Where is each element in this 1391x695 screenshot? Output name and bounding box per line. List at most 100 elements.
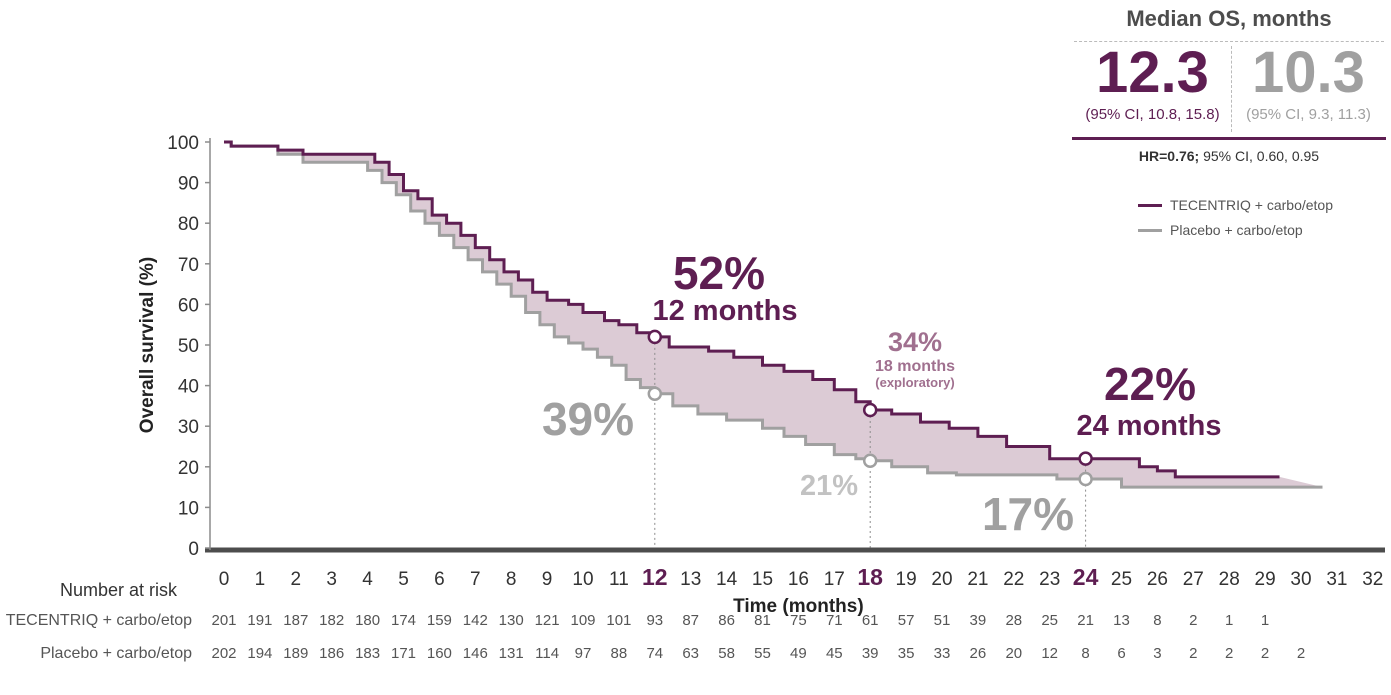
x-tick-label-22: 22 xyxy=(1003,569,1024,590)
x-axis-title: Time (months) xyxy=(733,596,864,617)
y-tick-label-90: 90 xyxy=(178,174,199,195)
risk-table-cell: 194 xyxy=(247,645,273,662)
hazard-ratio-value: HR=0.76; xyxy=(1138,148,1200,164)
risk-table-cell: 189 xyxy=(283,645,309,662)
risk-table-cell: 57 xyxy=(897,612,915,629)
x-tick-label-8: 8 xyxy=(506,569,517,590)
x-tick-label-0: 0 xyxy=(219,569,230,590)
risk-table-cell: 6 xyxy=(1117,645,1126,662)
x-tick-label-14: 14 xyxy=(716,569,738,590)
x-tick-label-2: 2 xyxy=(291,569,302,590)
y-tick-label-100: 100 xyxy=(167,133,199,154)
risk-table-cell: 121 xyxy=(534,612,560,629)
median-tecentriq-value: 12.3 xyxy=(1096,40,1209,105)
risk-table-cell: 186 xyxy=(319,645,345,662)
x-tick-label-25: 25 xyxy=(1111,569,1132,590)
risk-table-cell: 180 xyxy=(355,612,381,629)
x-tick-label-3: 3 xyxy=(326,569,337,590)
legend-item-tecentriq: TECENTRIQ + carbo/etop xyxy=(1138,197,1333,213)
risk-table-cell: 71 xyxy=(825,612,843,629)
x-tick-label-18: 18 xyxy=(857,564,883,590)
y-tick-label-40: 40 xyxy=(178,377,199,398)
risk-table-cell: 39 xyxy=(969,612,987,629)
y-tick-label-0: 0 xyxy=(188,539,199,560)
annotation-placebo-12-percent: 39% xyxy=(542,393,634,445)
y-tick-label-70: 70 xyxy=(178,255,199,276)
legend-label-placebo: Placebo + carbo/etop xyxy=(1170,222,1303,238)
placebo-marker-24 xyxy=(1078,471,1093,487)
risk-table-cell: 201 xyxy=(211,612,237,629)
risk-table-cell: 63 xyxy=(682,645,700,662)
risk-table-cell: 13 xyxy=(1113,612,1130,629)
risk-table-cell: 86 xyxy=(718,612,735,629)
x-tick-label-13: 13 xyxy=(680,569,701,590)
risk-table-cell: 171 xyxy=(390,645,417,662)
annotation-tecentriq-24-label: 24 months xyxy=(1076,410,1221,442)
risk-table-cell: 2 xyxy=(1189,645,1198,662)
x-tick-label-15: 15 xyxy=(752,569,773,590)
risk-table-cell: 8 xyxy=(1153,612,1162,629)
x-tick-label-6: 6 xyxy=(434,569,445,590)
x-tick-label-11: 11 xyxy=(609,569,629,590)
risk-table-cell: 81 xyxy=(754,612,771,629)
legend-swatch-tecentriq xyxy=(1138,203,1162,207)
risk-table-cell: 87 xyxy=(682,612,700,629)
risk-table-cell: 101 xyxy=(606,612,632,629)
x-tick-label-27: 27 xyxy=(1183,569,1204,590)
x-tick-label-23: 23 xyxy=(1039,569,1060,590)
tecentriq-marker-12 xyxy=(647,329,663,345)
risk-table-cell: 33 xyxy=(933,645,951,662)
risk-table-cell: 2 xyxy=(1296,645,1306,662)
risk-table-cell: 131 xyxy=(498,645,524,662)
median-bottom-divider xyxy=(1072,137,1386,140)
risk-table-cell: 49 xyxy=(790,645,807,662)
y-tick-label-20: 20 xyxy=(178,458,199,479)
risk-table-cell: 25 xyxy=(1041,612,1059,629)
median-top-divider xyxy=(1074,41,1384,42)
risk-table-cell: 130 xyxy=(498,612,524,629)
median-placebo-value: 10.3 xyxy=(1252,40,1365,105)
median-placebo-ci: (95% CI, 9.3, 11.3) xyxy=(1246,106,1371,123)
risk-table-cell: 1 xyxy=(1260,612,1270,629)
risk-table-cell: 8 xyxy=(1081,645,1090,662)
x-tick-label-16: 16 xyxy=(788,569,809,590)
tecentriq-marker-18 xyxy=(862,402,878,418)
legend-item-placebo: Placebo + carbo/etop xyxy=(1138,222,1303,238)
x-tick-label-26: 26 xyxy=(1147,569,1168,590)
risk-table-cell: 75 xyxy=(790,612,807,629)
risk-table-cell: 61 xyxy=(861,612,879,629)
risk-table-cell: 183 xyxy=(355,645,381,662)
annotation-placebo-18-percent: 21% xyxy=(800,470,858,502)
risk-table-cell: 55 xyxy=(754,645,771,662)
y-axis-title: Overall survival (%) xyxy=(137,257,158,433)
risk-table-cell: 109 xyxy=(570,612,596,629)
risk-table-cell: 146 xyxy=(462,645,488,662)
risk-table-title: Number at risk xyxy=(60,580,178,600)
hazard-ratio-ci: 95% CI, 0.60, 0.95 xyxy=(1199,148,1320,164)
risk-row-label-tecentriq: TECENTRIQ + carbo/etop xyxy=(5,612,192,629)
x-tick-label-24: 24 xyxy=(1073,564,1099,590)
x-tick-label-28: 28 xyxy=(1219,569,1240,590)
risk-table-cell: 2 xyxy=(1260,645,1270,662)
median-os-title: Median OS, months xyxy=(1126,6,1332,31)
risk-table-cell: 12 xyxy=(1041,645,1059,662)
x-tick-label-31: 31 xyxy=(1326,569,1347,590)
risk-table-cell: 3 xyxy=(1153,645,1162,662)
risk-table-cell: 2 xyxy=(1189,612,1198,629)
risk-table-cell: 45 xyxy=(825,645,843,662)
survival-difference-area xyxy=(224,142,1323,488)
risk-table-cell: 187 xyxy=(283,612,309,629)
risk-table-cell: 202 xyxy=(211,645,237,662)
y-tick-label-50: 50 xyxy=(178,336,199,357)
risk-row-label-placebo: Placebo + carbo/etop xyxy=(40,645,192,662)
risk-table-cell: 191 xyxy=(247,612,273,629)
y-tick-label-30: 30 xyxy=(178,417,199,438)
annotation-tecentriq-18-label: 18 months xyxy=(875,358,955,375)
risk-table-cell: 114 xyxy=(535,645,560,662)
risk-table-cell: 58 xyxy=(718,645,735,662)
y-tick-label-80: 80 xyxy=(178,214,199,235)
risk-table-cell: 28 xyxy=(1005,612,1023,629)
risk-table-cell: 174 xyxy=(390,612,417,629)
x-tick-label-10: 10 xyxy=(572,569,593,590)
